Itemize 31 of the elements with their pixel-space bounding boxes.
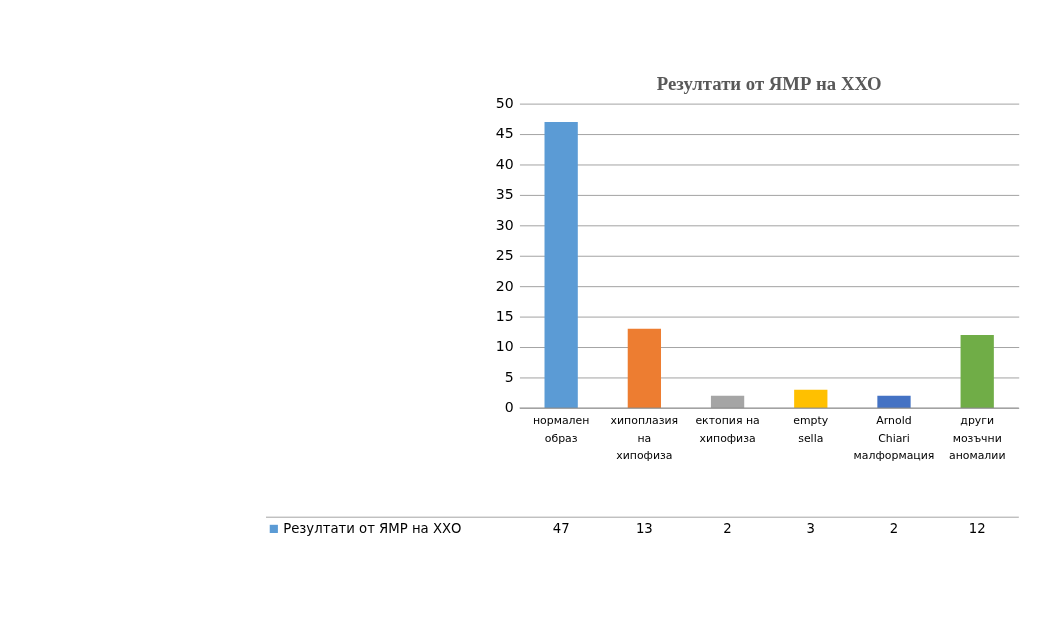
data-label: 3	[806, 520, 816, 536]
x-tick-label: други мозъчни аномалии	[948, 414, 1006, 462]
bar	[960, 334, 994, 408]
x-tick-label: empty sella	[793, 414, 829, 445]
y-tick-label: 20	[495, 277, 514, 294]
bar	[877, 395, 911, 408]
x-tick-label: хипоплазия на хипофиза	[610, 414, 679, 462]
y-tick-label: 5	[504, 368, 514, 385]
y-tick-label: 15	[495, 307, 514, 324]
y-tick-label: 50	[495, 95, 514, 112]
x-tick-label: нормален образ	[532, 414, 590, 445]
legend-label: Резултати от ЯМР на ХХО	[283, 520, 462, 536]
bar	[544, 121, 578, 408]
data-label: 47	[552, 520, 570, 536]
bar	[627, 328, 662, 408]
y-tick-label: 35	[495, 186, 514, 203]
bar	[794, 389, 828, 408]
data-label: 13	[635, 520, 653, 536]
data-label: 2	[889, 520, 899, 536]
x-tick-label: Arnold Chiari малформация	[853, 414, 935, 462]
y-tick-label: 45	[495, 125, 514, 142]
x-tick-label: ектопия на хипофиза	[695, 414, 760, 445]
y-tick-label: 0	[504, 399, 514, 416]
y-tick-label: 10	[495, 338, 514, 355]
data-label: 12	[968, 520, 986, 536]
bar	[710, 395, 745, 408]
chart-title: Резултати от ЯМР на ХХО	[656, 72, 882, 94]
y-tick-label: 25	[495, 247, 514, 264]
y-tick-label: 30	[495, 216, 514, 233]
y-tick-label: 40	[495, 155, 514, 172]
data-label: 2	[723, 520, 732, 536]
